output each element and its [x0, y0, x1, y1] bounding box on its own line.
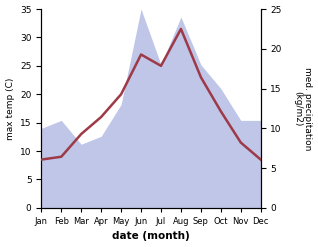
X-axis label: date (month): date (month)	[112, 231, 190, 242]
Y-axis label: max temp (C): max temp (C)	[5, 77, 15, 140]
Y-axis label: med. precipitation
(kg/m2): med. precipitation (kg/m2)	[293, 67, 313, 150]
